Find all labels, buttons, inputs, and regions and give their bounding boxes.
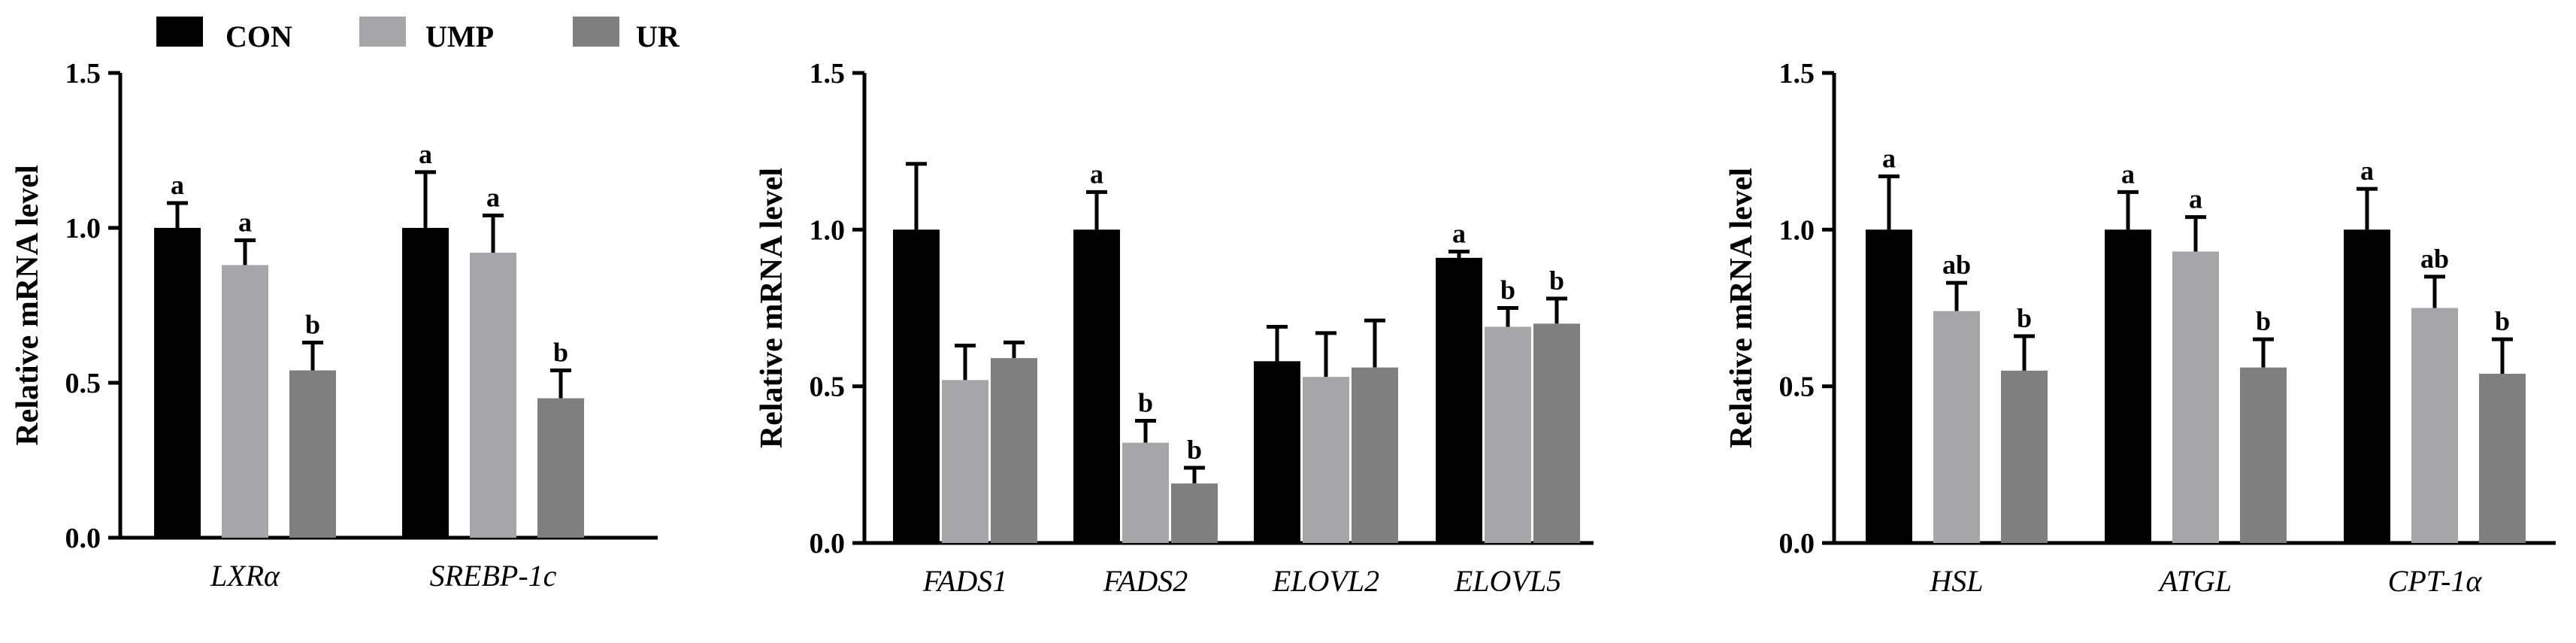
bar-ump: [942, 380, 988, 543]
significance-letter: a: [1090, 159, 1103, 189]
category-label: HSL: [1929, 564, 1983, 598]
bar-ump: [1303, 377, 1349, 543]
bar-ump: [1485, 326, 1531, 543]
bar-ump: [470, 252, 516, 538]
category-label: FADS2: [1103, 564, 1188, 598]
category-label: CPT-1α: [2388, 564, 2483, 598]
bar-ump: [1122, 442, 1169, 543]
bar-con: [2344, 229, 2390, 543]
bar-ur: [2001, 370, 2048, 543]
significance-letter: b: [1187, 435, 1202, 465]
y-tick-label: 0.5: [65, 368, 101, 399]
bar-ump: [222, 265, 268, 538]
bar-con: [1073, 229, 1120, 543]
bar-ump: [2411, 308, 2458, 543]
significance-letter: a: [1452, 219, 1466, 249]
category-label: ELOVL2: [1272, 564, 1379, 598]
bar-con: [1254, 361, 1300, 543]
legend-label-ur: UR: [636, 20, 680, 53]
significance-letter: b: [2256, 306, 2271, 336]
y-tick-label: 0.0: [1779, 528, 1815, 560]
bar-ur: [2240, 367, 2287, 543]
significance-letter: b: [2017, 303, 2032, 333]
legend-swatch-ur: [573, 17, 619, 47]
bar-ump: [2172, 251, 2219, 543]
legend-label-con: CON: [226, 20, 292, 53]
significance-letter: ab: [1942, 250, 1971, 280]
significance-letter: b: [1549, 265, 1564, 296]
legend-swatch-con: [156, 17, 203, 47]
bar-con: [402, 228, 449, 538]
y-axis-title: Relative mRNA level: [11, 165, 45, 445]
y-tick-label: 1.0: [810, 214, 846, 246]
bar-ur: [1352, 367, 1398, 543]
significance-letter: b: [2495, 306, 2510, 336]
bar-ur: [1171, 483, 1218, 543]
panel-1: 0.0 0.5 1.0 1.5 Relative mRNA level a a b LXRα a a…: [11, 58, 658, 593]
significance-letter: a: [238, 207, 252, 237]
significance-letter: b: [553, 338, 568, 368]
bar-con: [1866, 229, 1912, 543]
panel-2: 0.0 0.5 1.0 1.5 Relative mRNA level FADS1 a b b F…: [755, 58, 1594, 598]
legend-label-ump: UMP: [425, 20, 494, 53]
legend-swatch-ump: [359, 17, 406, 47]
bar-con: [1436, 257, 1482, 543]
y-tick-label: 1.0: [65, 213, 101, 244]
y-tick-label: 0.0: [810, 528, 846, 560]
significance-letter: a: [2360, 156, 2374, 186]
y-tick-label: 1.5: [1779, 58, 1815, 89]
category-label: SREBP-1c: [430, 559, 557, 593]
y-tick-label: 0.5: [1779, 372, 1815, 403]
significance-letter: b: [1138, 388, 1153, 418]
bar-ur: [1533, 323, 1580, 543]
bar-con: [893, 229, 940, 543]
y-tick-label: 0.5: [810, 372, 846, 403]
y-tick-label: 1.5: [810, 58, 846, 89]
category-label: ATGL: [2157, 564, 2232, 598]
significance-letter: a: [419, 139, 432, 169]
legend: CON UMP UR: [156, 17, 680, 53]
significance-letter: a: [2189, 184, 2202, 214]
y-tick-label: 1.5: [65, 58, 101, 89]
category-label: ELOVL5: [1454, 564, 1561, 598]
bar-ur: [289, 370, 336, 538]
category-label: LXRα: [210, 559, 280, 593]
significance-letter: a: [1882, 144, 1896, 174]
significance-letter: b: [305, 309, 320, 339]
bar-ump: [1933, 311, 1980, 543]
category-label: FADS1: [922, 564, 1008, 598]
y-axis-title: Relative mRNA level: [1724, 168, 1759, 448]
bar-con: [154, 228, 201, 538]
bar-ur: [991, 358, 1037, 543]
bar-con: [2105, 229, 2151, 543]
bar-ur: [537, 398, 584, 538]
significance-letter: a: [486, 183, 500, 213]
y-tick-label: 1.0: [1779, 214, 1815, 246]
y-axis-title: Relative mRNA level: [755, 168, 789, 448]
significance-letter: a: [171, 170, 184, 200]
significance-letter: ab: [2420, 244, 2449, 274]
significance-letter: b: [1500, 275, 1515, 305]
y-tick-label: 0.0: [65, 523, 101, 554]
significance-letter: a: [2121, 159, 2135, 189]
bar-ur: [2479, 374, 2526, 543]
